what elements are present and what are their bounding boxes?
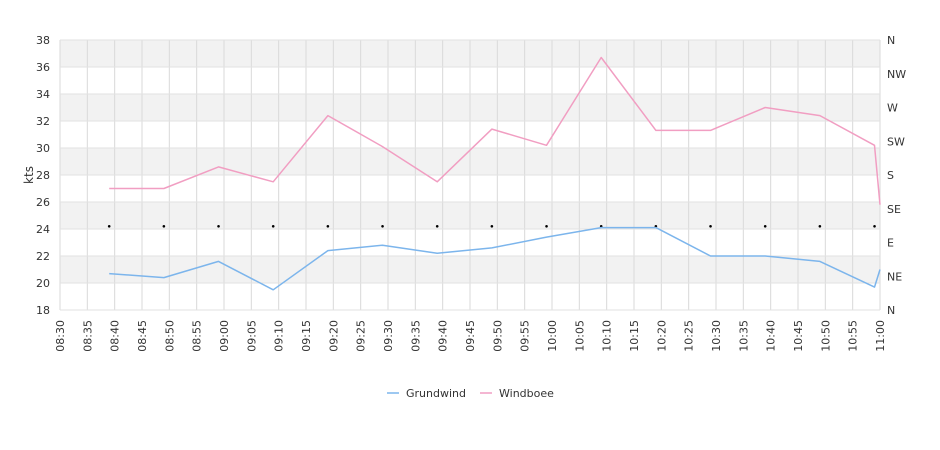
legend[interactable]: Grundwind Windboee — [387, 387, 554, 400]
y-tick-label: 28 — [36, 169, 50, 182]
x-tick-label: 10:10 — [601, 320, 614, 352]
direction-marker — [435, 225, 439, 228]
direction-marker — [271, 225, 275, 228]
direction-marker — [709, 225, 712, 228]
direction-marker — [326, 225, 330, 228]
direction-tick-label: SE — [887, 203, 901, 216]
x-tick-label: 11:00 — [874, 320, 887, 352]
x-tick-label: 08:50 — [163, 320, 176, 352]
x-tick-label: 08:35 — [81, 320, 94, 352]
direction-marker — [490, 225, 494, 228]
y-axis-title: kts — [22, 166, 36, 184]
direction-tick-label: SW — [887, 135, 905, 148]
direction-marker — [873, 225, 876, 228]
x-tick-label: 10:20 — [655, 320, 668, 352]
x-tick-label: 08:45 — [136, 320, 149, 352]
direction-marker — [217, 225, 220, 228]
direction-tick-label: N — [887, 34, 895, 47]
x-tick-label: 10:50 — [819, 320, 832, 352]
x-tick-label: 09:50 — [491, 320, 504, 352]
direction-marker — [107, 225, 111, 228]
x-tick-label: 10:30 — [710, 320, 723, 352]
direction-axis-tick-labels: N NE E SE S SW W NW N — [887, 34, 906, 317]
y-tick-label: 18 — [36, 304, 50, 317]
direction-marker — [162, 225, 166, 228]
direction-tick-label: E — [887, 237, 894, 250]
legend-item-grundwind[interactable]: Grundwind — [387, 387, 466, 400]
y-tick-label: 38 — [36, 34, 50, 47]
x-tick-label: 09:45 — [464, 320, 477, 352]
x-tick-label: 10:35 — [737, 320, 750, 352]
x-tick-label: 10:40 — [765, 320, 778, 352]
y-tick-label: 36 — [36, 61, 50, 74]
x-tick-label: 10:15 — [628, 320, 641, 352]
x-tick-label: 10:45 — [792, 320, 805, 352]
direction-markers — [107, 225, 876, 228]
y-tick-label: 32 — [36, 115, 50, 128]
direction-tick-label: W — [887, 102, 898, 115]
direction-marker — [381, 225, 384, 228]
direction-tick-label: S — [887, 169, 894, 182]
legend-label: Grundwind — [406, 387, 466, 400]
x-tick-label: 09:30 — [382, 320, 395, 352]
x-axis-tick-labels: 08:30 08:35 08:40 08:45 08:50 08:55 09:00 09:05… — [54, 320, 887, 352]
direction-marker — [545, 225, 548, 228]
direction-tick-label: NE — [887, 270, 902, 283]
x-tick-label: 10:00 — [546, 320, 559, 352]
legend-label: Windboee — [499, 387, 554, 400]
x-tick-label: 10:55 — [847, 320, 860, 352]
direction-marker — [763, 225, 767, 228]
y-tick-label: 30 — [36, 142, 50, 155]
x-tick-label: 09:55 — [519, 320, 532, 352]
x-tick-label: 10:25 — [683, 320, 696, 352]
legend-item-windboee[interactable]: Windboee — [480, 387, 554, 400]
x-tick-label: 10:05 — [573, 320, 586, 352]
x-tick-label: 08:55 — [191, 320, 204, 352]
x-tick-label: 09:05 — [245, 320, 258, 352]
y-tick-label: 26 — [36, 196, 50, 209]
direction-tick-label: N — [887, 304, 895, 317]
y-axis-tick-labels: 18 20 22 24 26 28 30 32 34 36 38 — [36, 34, 50, 317]
y-tick-label: 24 — [36, 223, 50, 236]
x-tick-label: 09:10 — [273, 320, 286, 352]
x-tick-label: 09:35 — [409, 320, 422, 352]
series-line-windboee — [109, 56, 881, 205]
direction-marker — [818, 225, 822, 228]
y-tick-label: 34 — [36, 88, 50, 101]
x-tick-label: 09:40 — [437, 320, 450, 352]
x-tick-label: 09:20 — [327, 320, 340, 352]
series-lines — [109, 56, 881, 291]
y-tick-label: 20 — [36, 277, 50, 290]
x-tick-label: 09:15 — [300, 320, 313, 352]
series-line-grundwind — [109, 226, 881, 291]
x-tick-label: 08:40 — [109, 320, 122, 352]
x-tick-label: 09:25 — [355, 320, 368, 352]
y-tick-label: 22 — [36, 250, 50, 263]
direction-tick-label: NW — [887, 68, 906, 81]
x-tick-label: 08:30 — [54, 320, 67, 352]
x-tick-label: 09:00 — [218, 320, 231, 352]
